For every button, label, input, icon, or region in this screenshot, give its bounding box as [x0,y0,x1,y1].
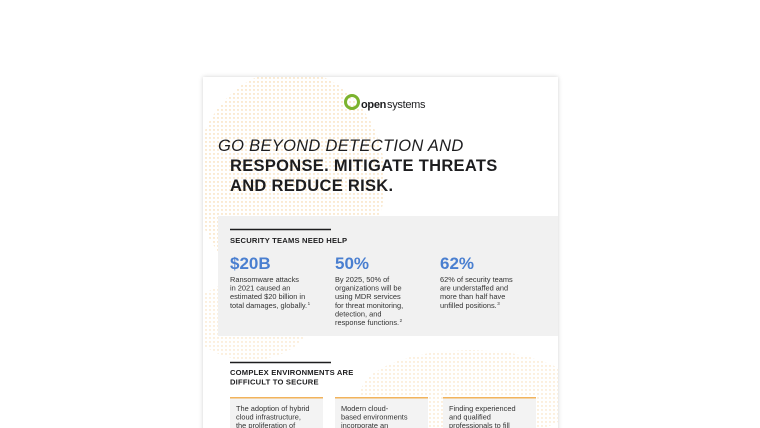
card-text: The adoption of hybrid [236,404,310,413]
stat-description: estimated $20 billion in [230,292,305,301]
stats-panel [218,216,558,336]
stat-description: 62% of security teams [440,275,513,284]
card-accent [335,397,428,399]
card-text: professionals to fill [449,421,510,428]
logo: open systems [344,94,426,111]
headline: RESPONSE. MITIGATE THREATS [230,157,498,175]
headline: AND REDUCE RISK. [230,177,393,195]
stat-description: total damages, globally. [230,301,307,310]
card-text: based environments [341,412,408,421]
stat-description: unfilled positions. [440,301,497,310]
card-text: Modern cloud- [341,404,389,413]
logo-systems: systems [387,99,426,111]
stat-description: By 2025, 50% of [335,275,390,284]
logo-mark [344,94,360,110]
stat-description: more than half have [440,292,505,301]
stat-value: 50% [335,254,369,273]
stat-description: detection, and [335,309,381,318]
section-heading: DIFFICULT TO SECURE [230,378,319,387]
stat-description: using MDR services [335,292,401,301]
card-accent [230,397,323,399]
footnote-marker: 1 [308,301,311,306]
card [230,397,323,428]
stat-description: in 2021 caused an [230,284,290,293]
section-heading: SECURITY TEAMS NEED HELP [230,236,347,245]
card-text: cloud infrastructure, [236,412,301,421]
stat-value: 62% [440,254,474,273]
card [443,397,536,428]
card-text: the proliferation of [236,421,296,428]
headline: GO BEYOND DETECTION AND [218,137,464,155]
stat-description: Ransomware attacks [230,275,299,284]
section-heading: COMPLEX ENVIRONMENTS ARE [230,368,354,377]
stat-description: for threat monitoring, [335,301,403,310]
card [335,397,428,428]
footnote-marker: 3 [497,301,500,306]
stat-value: $20B [230,254,271,273]
logo-open: open [361,99,387,111]
card-text: incorporate an [341,421,388,428]
card-accent [443,397,536,399]
stat-description: are understaffed and [440,284,508,293]
card-text: and qualified [449,412,491,421]
stat-description: organizations will be [335,284,402,293]
footnote-marker: 2 [400,318,403,323]
card-text: Finding experienced [449,404,516,413]
stat-description: response functions. [335,318,399,327]
